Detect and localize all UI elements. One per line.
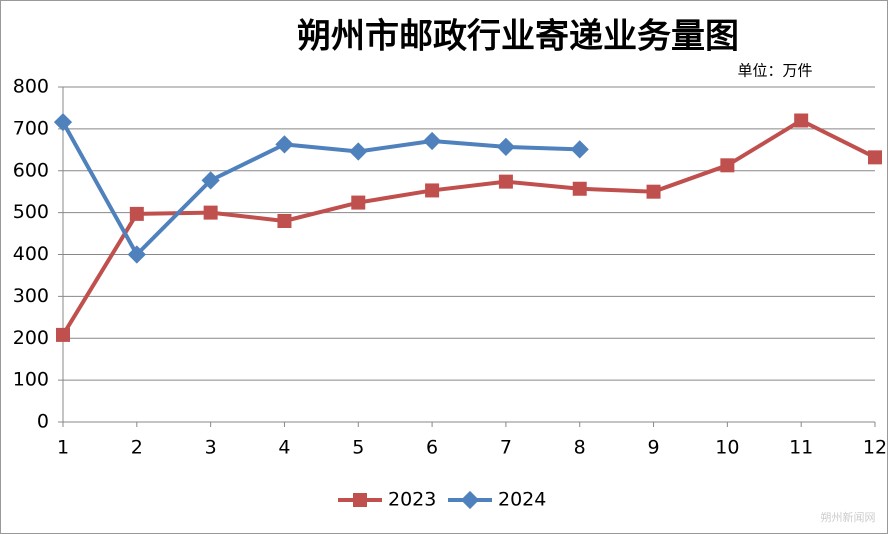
legend-label: 2024 — [498, 489, 546, 511]
marker — [129, 206, 144, 221]
x-tick-label: 8 — [574, 437, 586, 459]
marker — [275, 135, 294, 154]
marker — [868, 150, 882, 165]
x-tick-label: 2 — [131, 437, 143, 459]
x-tick-label: 5 — [352, 437, 364, 459]
legend-marker — [460, 490, 480, 510]
y-tick-label: 800 — [13, 76, 49, 98]
marker — [496, 137, 516, 156]
x-tick-label: 10 — [715, 437, 739, 459]
y-tick-label: 0 — [37, 411, 49, 433]
x-tick-label: 1 — [57, 437, 69, 459]
marker — [201, 171, 220, 190]
series-line — [61, 121, 580, 257]
x-tick-label: 9 — [647, 437, 659, 459]
marker — [572, 181, 587, 196]
y-tick-label: 200 — [13, 327, 49, 349]
x-tick-label: 12 — [863, 437, 887, 459]
x-tick-label: 7 — [500, 437, 512, 459]
marker — [720, 158, 735, 173]
unit-label: 单位：万件 — [737, 62, 812, 80]
y-tick-label: 100 — [13, 369, 49, 391]
y-tick-label: 500 — [13, 201, 49, 223]
marker — [56, 327, 70, 342]
y-tick-label: 600 — [13, 159, 49, 181]
marker — [53, 113, 73, 132]
marker — [498, 174, 513, 189]
watermark: 朔州新闻网 — [821, 510, 876, 524]
marker — [127, 245, 146, 264]
marker — [570, 140, 589, 159]
chart-title: 朔州市邮政行业寄递业务量图 — [297, 17, 739, 57]
y-tick-label: 400 — [13, 243, 49, 265]
marker — [794, 113, 809, 128]
x-tick-label: 3 — [205, 437, 217, 459]
marker — [351, 195, 366, 210]
marker — [203, 205, 218, 220]
series-line — [61, 118, 876, 336]
marker — [425, 183, 440, 198]
legend-label: 2023 — [388, 489, 436, 511]
x-tick-label: 6 — [426, 437, 438, 459]
marker — [277, 214, 292, 228]
y-tick-label: 300 — [13, 285, 49, 307]
y-tick-label: 700 — [13, 117, 49, 139]
x-tick-label: 4 — [278, 437, 290, 459]
marker — [646, 184, 661, 199]
x-tick-label: 11 — [789, 437, 813, 459]
marker — [422, 131, 442, 151]
legend-marker — [353, 493, 367, 507]
marker — [349, 142, 368, 161]
